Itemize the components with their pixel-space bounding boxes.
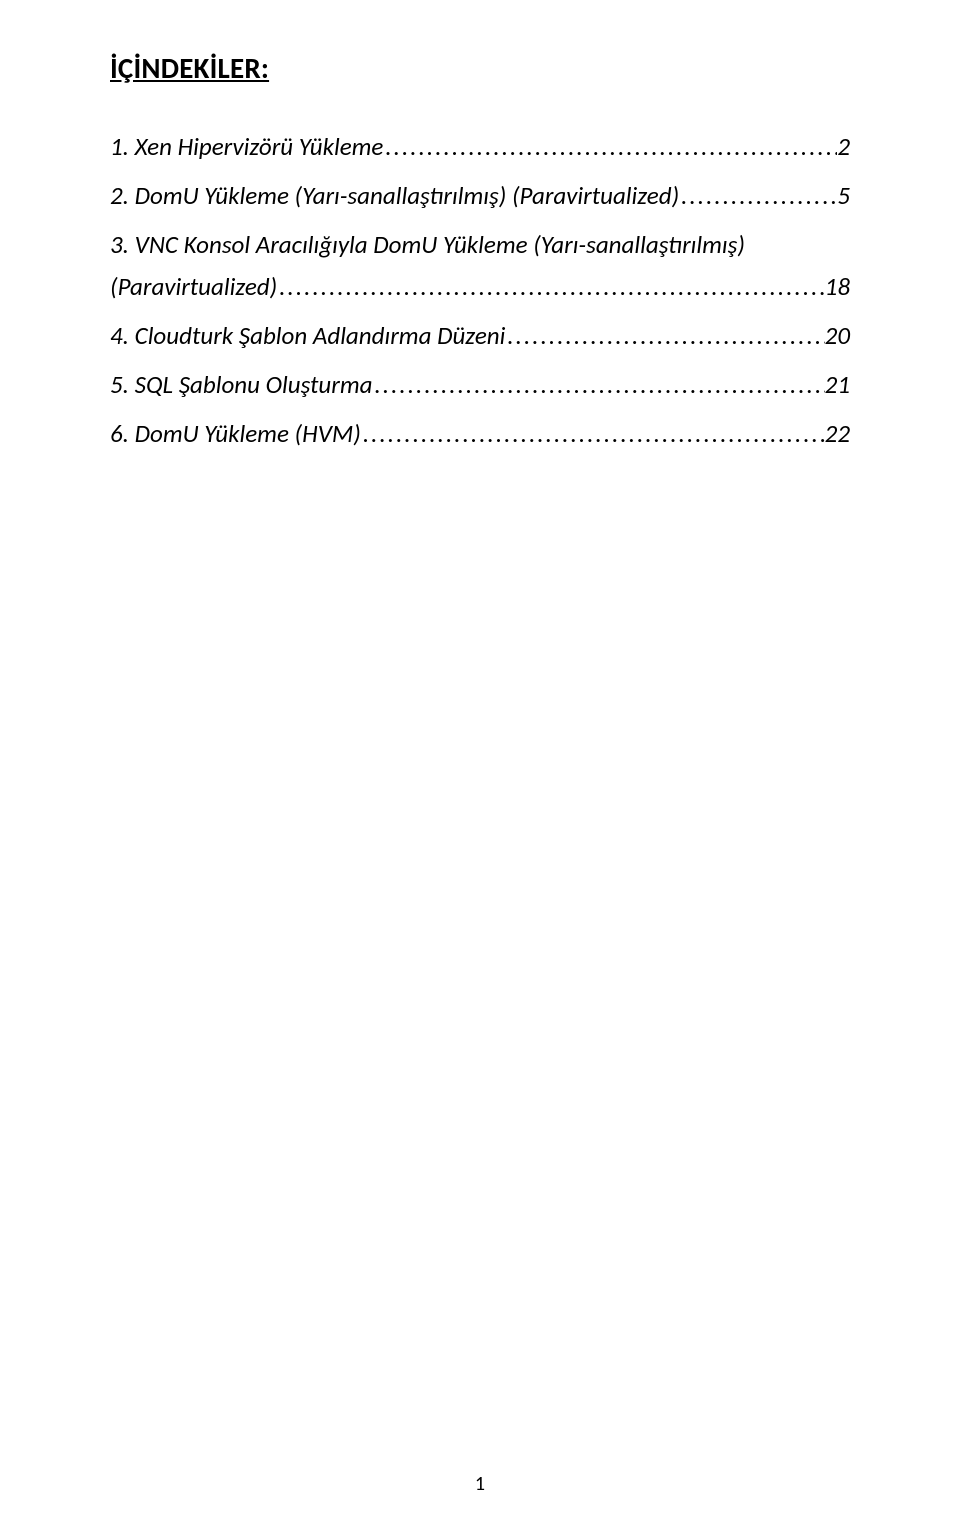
toc-item-4: 4. Cloudturk Şablon Adlandırma Düzeni 20 xyxy=(110,317,850,356)
toc-leader-dots xyxy=(505,317,824,356)
toc-item-label: 2. DomU Yükleme (Yarı-sanallaştırılmış) … xyxy=(110,177,679,216)
toc-item-label: 5. SQL Şablonu Oluşturma xyxy=(110,366,372,405)
toc-leader-dots xyxy=(383,128,837,167)
toc-item-5: 5. SQL Şablonu Oluşturma 21 xyxy=(110,366,850,405)
toc-item-2: 2. DomU Yükleme (Yarı-sanallaştırılmış) … xyxy=(110,177,850,216)
toc-item-6: 6. DomU Yükleme (HVM) 22 xyxy=(110,415,850,454)
toc-item-label: 3. VNC Konsol Aracılığıyla DomU Yükleme … xyxy=(110,226,745,265)
toc-item-page: 18 xyxy=(825,268,850,307)
toc-title: İÇİNDEKİLER: xyxy=(110,50,850,86)
toc-item-label: 6. DomU Yükleme (HVM) xyxy=(110,415,361,454)
toc-leader-dots xyxy=(277,268,824,307)
toc-item-page: 21 xyxy=(825,366,850,405)
toc-item-page: 2 xyxy=(837,128,850,167)
toc-item-label: 4. Cloudturk Şablon Adlandırma Düzeni xyxy=(110,317,505,356)
toc-item-page: 20 xyxy=(825,317,850,356)
toc-item-3-line2: (Paravirtualized) 18 xyxy=(110,268,850,307)
footer-page-number: 1 xyxy=(0,1472,960,1496)
toc-leader-dots xyxy=(361,415,825,454)
toc-item-page: 5 xyxy=(837,177,850,216)
toc-item-label: 1. Xen Hipervizörü Yükleme xyxy=(110,128,383,167)
toc-item-1: 1. Xen Hipervizörü Yükleme 2 xyxy=(110,128,850,167)
toc-leader-dots xyxy=(679,177,837,216)
toc-item-3-line1: 3. VNC Konsol Aracılığıyla DomU Yükleme … xyxy=(110,226,850,265)
toc-item-page: 22 xyxy=(825,415,850,454)
toc-item-label-cont: (Paravirtualized) xyxy=(110,268,277,307)
toc-leader-dots xyxy=(372,366,824,405)
